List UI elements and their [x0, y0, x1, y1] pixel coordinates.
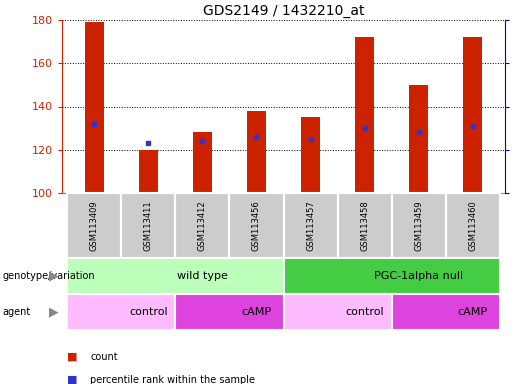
Text: GSM113457: GSM113457 [306, 200, 315, 251]
Text: GSM113458: GSM113458 [360, 200, 369, 251]
Text: GSM113412: GSM113412 [198, 200, 207, 251]
Bar [445, 193, 500, 258]
Bar [85, 22, 104, 193]
Text: PGC-1alpha null: PGC-1alpha null [374, 271, 463, 281]
Bar [463, 37, 482, 193]
Bar [247, 111, 266, 193]
Bar [355, 37, 374, 193]
Text: cAMP: cAMP [242, 307, 271, 317]
Bar [193, 132, 212, 193]
Text: ■: ■ [67, 375, 78, 384]
Bar [391, 294, 500, 330]
Text: wild type: wild type [177, 271, 228, 281]
Text: GSM113411: GSM113411 [144, 200, 153, 251]
Bar [409, 85, 428, 193]
Bar [301, 118, 320, 193]
Text: GSM113459: GSM113459 [414, 200, 423, 251]
Text: GSM113409: GSM113409 [90, 200, 99, 251]
Bar [67, 193, 122, 258]
Text: ■: ■ [67, 352, 78, 362]
Bar [67, 258, 283, 294]
Bar [139, 150, 158, 193]
Bar [230, 193, 283, 258]
Bar [176, 193, 230, 258]
Bar [176, 294, 283, 330]
Bar [122, 193, 176, 258]
Bar [337, 193, 391, 258]
Text: percentile rank within the sample: percentile rank within the sample [90, 375, 255, 384]
Bar [283, 258, 500, 294]
Text: ▶: ▶ [49, 270, 59, 283]
Title: GDS2149 / 1432210_at: GDS2149 / 1432210_at [203, 3, 364, 18]
Text: agent: agent [3, 307, 31, 317]
Text: control: control [129, 307, 168, 317]
Text: GSM113460: GSM113460 [468, 200, 477, 251]
Text: GSM113456: GSM113456 [252, 200, 261, 251]
Bar [391, 193, 445, 258]
Bar [67, 294, 176, 330]
Text: cAMP: cAMP [457, 307, 488, 317]
Bar [283, 294, 391, 330]
Bar [283, 193, 337, 258]
Text: control: control [345, 307, 384, 317]
Text: genotype/variation: genotype/variation [3, 271, 95, 281]
Text: ▶: ▶ [49, 306, 59, 318]
Text: count: count [90, 352, 118, 362]
